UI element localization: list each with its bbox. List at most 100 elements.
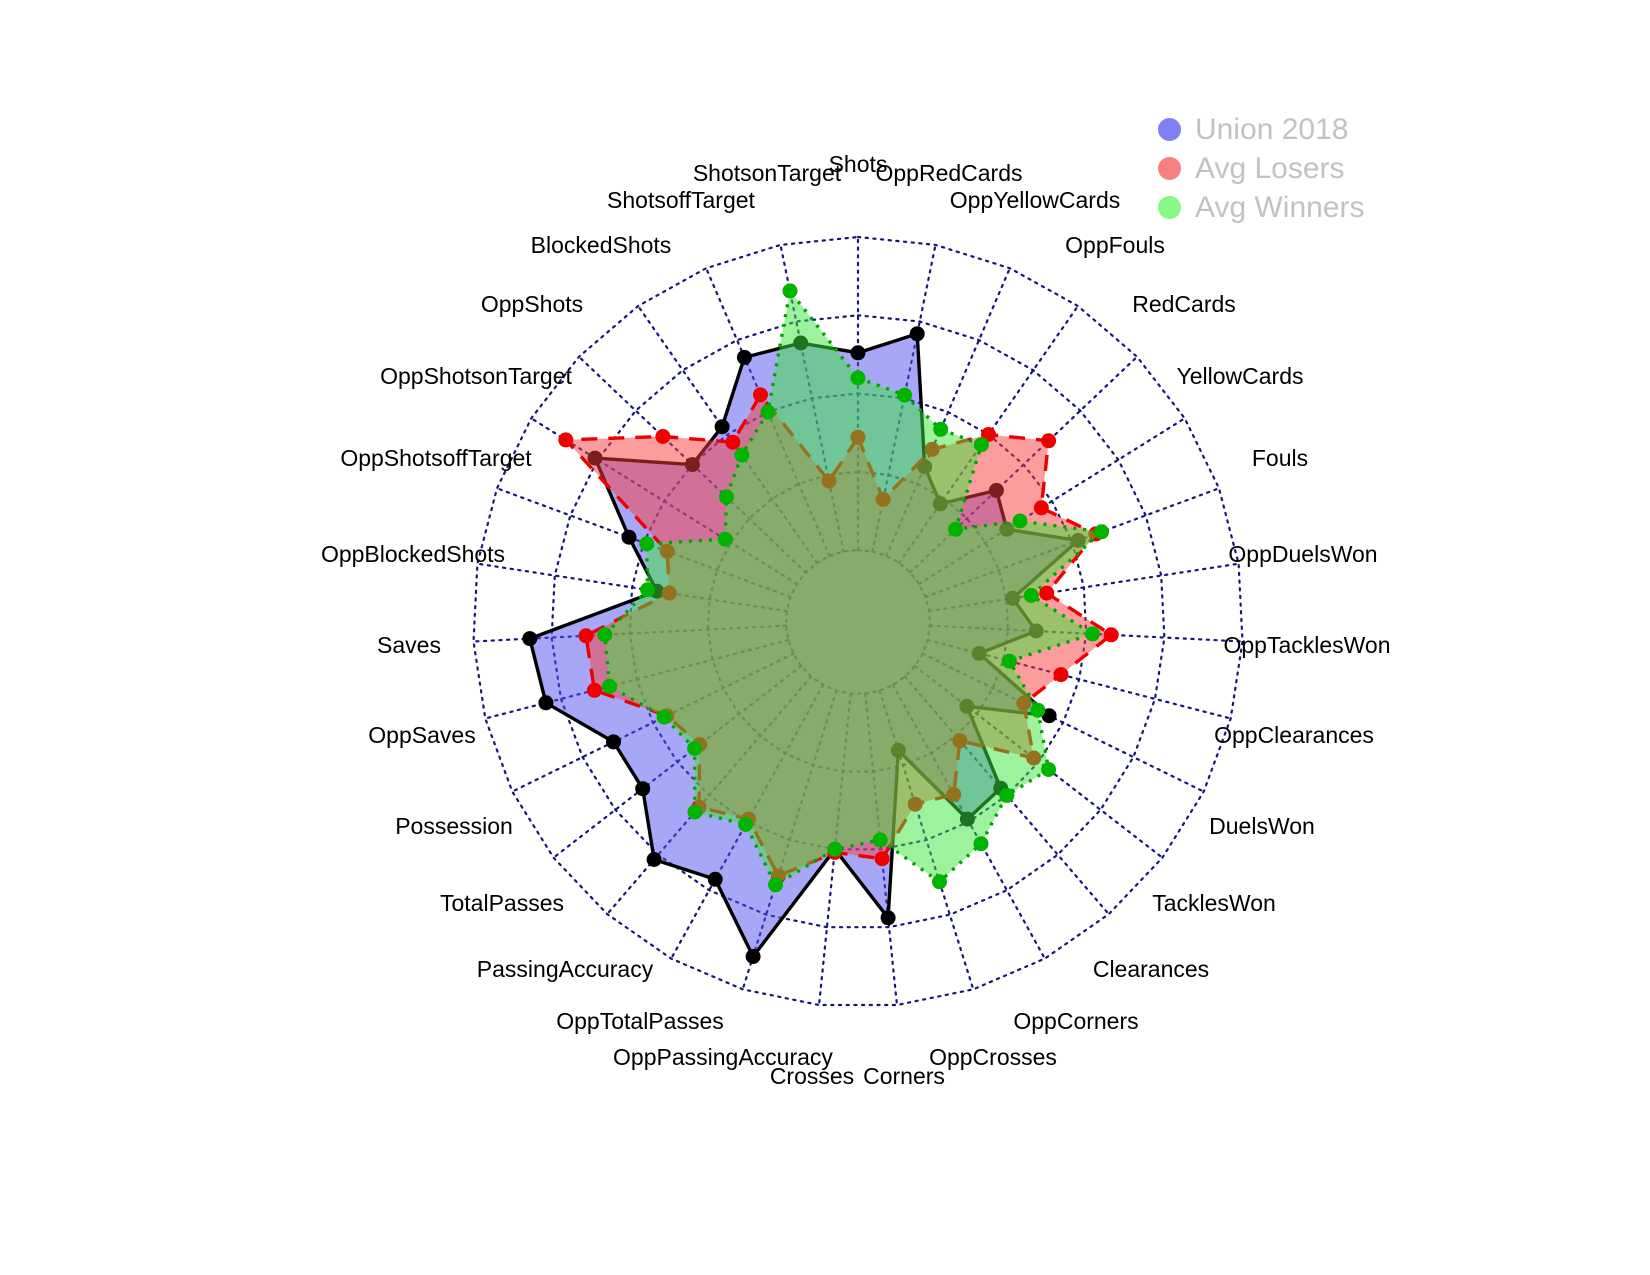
axis-label-yellowcards: YellowCards xyxy=(1177,363,1304,389)
axis-label-oppblockedshots: OppBlockedShots xyxy=(321,541,505,567)
data-point xyxy=(850,345,866,361)
grid-spoke xyxy=(928,562,1240,613)
data-point xyxy=(558,432,574,448)
series-fill xyxy=(604,290,1102,885)
data-point xyxy=(714,419,730,435)
axis-label-oppcorners: OppCorners xyxy=(1013,1008,1138,1034)
union-swatch-icon xyxy=(1158,118,1181,141)
axis-label-duelswon: DuelsWon xyxy=(1209,813,1315,839)
grid-ring xyxy=(472,235,1244,1007)
data-point xyxy=(973,437,989,453)
data-point xyxy=(578,628,594,644)
axis-label-opptackleswon: OppTacklesWon xyxy=(1223,632,1390,658)
data-point xyxy=(655,429,671,444)
axis-label-redcards: RedCards xyxy=(1132,291,1236,317)
data-point xyxy=(1039,585,1055,601)
data-point xyxy=(753,387,768,403)
grid-spoke xyxy=(926,638,1232,720)
data-point xyxy=(850,370,866,386)
data-point xyxy=(621,529,637,545)
axis-label-shotsofftarget: ShotsoffTarget xyxy=(607,187,756,213)
data-point xyxy=(639,536,655,552)
axis-label-oppclearances: OppClearances xyxy=(1214,722,1374,748)
legend-label-winners: Avg Winners xyxy=(1195,191,1365,224)
data-point xyxy=(782,283,798,299)
data-point xyxy=(602,678,617,694)
axis-label-oppduelswon: OppDuelsWon xyxy=(1228,541,1377,567)
axis-label-oppsaves: OppSaves xyxy=(368,722,475,748)
axis-label-totalpasses: TotalPasses xyxy=(440,890,564,916)
axis-label-opppassingaccuracy: OppPassingAccuracy xyxy=(613,1044,833,1070)
data-point xyxy=(1053,667,1069,683)
winners-swatch-icon xyxy=(1158,196,1181,219)
data-point xyxy=(827,841,843,857)
data-point xyxy=(646,852,662,867)
axis-label-fouls: Fouls xyxy=(1252,445,1308,471)
legend-item-losers: Avg Losers xyxy=(1158,151,1365,186)
data-point xyxy=(880,910,896,926)
data-point xyxy=(586,682,602,698)
data-point xyxy=(933,421,949,437)
axis-label-crosses: Crosses xyxy=(770,1063,854,1089)
axis-label-oppyellowcards: OppYellowCards xyxy=(950,187,1120,213)
axis-label-possession: Possession xyxy=(395,813,513,839)
losers-swatch-icon xyxy=(1158,157,1181,180)
data-point xyxy=(1041,433,1057,449)
legend: Union 2018 Avg Losers Avg Winners xyxy=(1158,112,1365,225)
data-point xyxy=(1033,500,1049,516)
series-outline xyxy=(564,393,1113,878)
data-point xyxy=(734,447,750,463)
data-point xyxy=(872,832,888,848)
axis-label-saves: Saves xyxy=(377,632,441,658)
data-point xyxy=(1002,653,1017,669)
axis-label-shotsontarget: ShotsonTarget xyxy=(693,160,842,186)
data-point xyxy=(717,531,733,547)
data-point xyxy=(718,489,734,505)
data-point xyxy=(948,521,964,537)
axis-label-oppshots: OppShots xyxy=(481,291,583,317)
grid-spoke xyxy=(885,267,1011,557)
data-point xyxy=(932,874,947,890)
data-point xyxy=(687,741,703,756)
data-point xyxy=(522,631,538,647)
legend-label-union: Union 2018 xyxy=(1195,113,1349,146)
data-point xyxy=(640,582,656,598)
data-point xyxy=(768,877,783,893)
axis-label-tackleswon: TacklesWon xyxy=(1152,890,1276,916)
data-point xyxy=(1023,588,1039,603)
axis-label-oppfouls: OppFouls xyxy=(1065,232,1165,258)
data-point xyxy=(1103,627,1119,643)
axis-label-blockedshots: BlockedShots xyxy=(531,232,672,258)
data-point xyxy=(909,326,925,342)
data-point xyxy=(656,709,672,725)
grid-spoke xyxy=(918,417,1186,586)
axis-label-oppshotsontarget: OppShotsonTarget xyxy=(380,363,572,389)
legend-item-winners: Avg Winners xyxy=(1158,190,1365,225)
axis-label-passingaccuracy: PassingAccuracy xyxy=(477,956,654,982)
data-point xyxy=(597,627,613,643)
legend-item-union: Union 2018 xyxy=(1158,112,1365,147)
data-point xyxy=(897,387,913,403)
data-point xyxy=(745,949,761,964)
data-point xyxy=(635,781,651,797)
data-point xyxy=(1041,708,1057,724)
data-point xyxy=(1085,626,1100,642)
axis-label-oppredcards: OppRedCards xyxy=(875,160,1022,186)
data-point xyxy=(1094,524,1110,540)
axis-label-clearances: Clearances xyxy=(1093,956,1209,982)
data-point xyxy=(707,871,723,887)
data-point xyxy=(1041,762,1057,777)
data-point xyxy=(738,817,754,832)
data-point xyxy=(736,349,752,365)
data-point xyxy=(1012,513,1028,529)
legend-label-losers: Avg Losers xyxy=(1195,152,1345,185)
data-point xyxy=(760,404,776,420)
data-point xyxy=(999,787,1015,803)
axis-label-opptotalpasses: OppTotalPasses xyxy=(556,1008,723,1034)
series-outline xyxy=(603,289,1104,887)
axis-label-shots: Shots xyxy=(829,151,888,177)
data-point xyxy=(874,851,890,867)
